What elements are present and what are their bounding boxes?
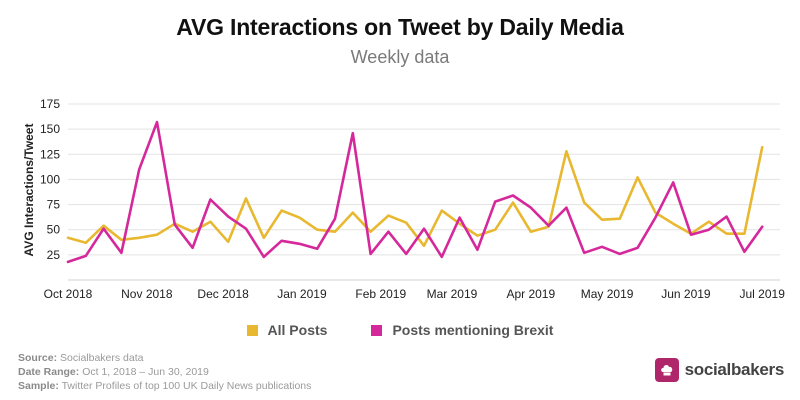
y-tick-label: 175 xyxy=(40,97,60,111)
x-tick-label: May 2019 xyxy=(581,287,634,301)
chart-legend: All Posts Posts mentioning Brexit xyxy=(0,322,800,338)
x-tick-label: Mar 2019 xyxy=(427,287,478,301)
chart-footer: Source: Socialbakers data Date Range: Oc… xyxy=(18,351,311,393)
series-line-all-posts xyxy=(66,145,764,248)
legend-item-all-posts[interactable]: All Posts xyxy=(246,322,328,338)
chart-grid xyxy=(68,103,780,281)
y-tick-label: 50 xyxy=(47,223,61,237)
series-line-brexit-posts xyxy=(66,120,764,264)
legend-label-brexit-posts: Posts mentioning Brexit xyxy=(392,322,554,338)
source-label: Source: xyxy=(18,352,58,364)
legend-label-all-posts: All Posts xyxy=(267,322,328,338)
x-tick-label: Dec 2018 xyxy=(197,287,249,301)
chef-hat-icon xyxy=(654,358,679,382)
x-tick-label: Jan 2019 xyxy=(277,287,327,301)
y-axis-label: AVG Interactions/Tweet xyxy=(22,124,36,257)
x-tick-label: Jun 2019 xyxy=(661,287,711,301)
sample-label: Sample: xyxy=(18,380,59,392)
legend-swatch-brexit-posts xyxy=(371,324,383,336)
x-tick-label: Nov 2018 xyxy=(121,287,173,301)
x-tick-label: Apr 2019 xyxy=(506,287,555,301)
y-axis-ticks: 25 50 75 100 125 150 175 xyxy=(40,97,60,262)
chart-series xyxy=(66,120,764,264)
x-tick-label: Feb 2019 xyxy=(355,287,406,301)
y-tick-label: 25 xyxy=(47,248,61,262)
y-tick-label: 75 xyxy=(47,198,61,212)
chart-subtitle: Weekly data xyxy=(350,47,450,67)
date-range-label: Date Range: xyxy=(18,366,80,378)
y-tick-label: 125 xyxy=(40,147,60,161)
y-tick-label: 100 xyxy=(40,172,60,186)
date-range-value: Oct 1, 2018 – Jun 30, 2019 xyxy=(82,366,209,378)
x-tick-label: Oct 2018 xyxy=(44,287,93,301)
legend-swatch-all-posts xyxy=(246,324,258,336)
source-value: Socialbakers data xyxy=(60,352,144,364)
legend-item-brexit-posts[interactable]: Posts mentioning Brexit xyxy=(371,322,553,338)
y-tick-label: 150 xyxy=(40,122,60,136)
chart-title: AVG Interactions on Tweet by Daily Media xyxy=(176,14,624,40)
sample-value: Twitter Profiles of top 100 UK Daily New… xyxy=(61,380,312,392)
x-tick-label: Jul 2019 xyxy=(740,287,786,301)
x-axis-ticks: Oct 2018 Nov 2018 Dec 2018 Jan 2019 Feb 2019… xyxy=(44,287,786,301)
brand-logo: socialbakers xyxy=(654,358,785,382)
brand-name: socialbakers xyxy=(684,360,785,379)
